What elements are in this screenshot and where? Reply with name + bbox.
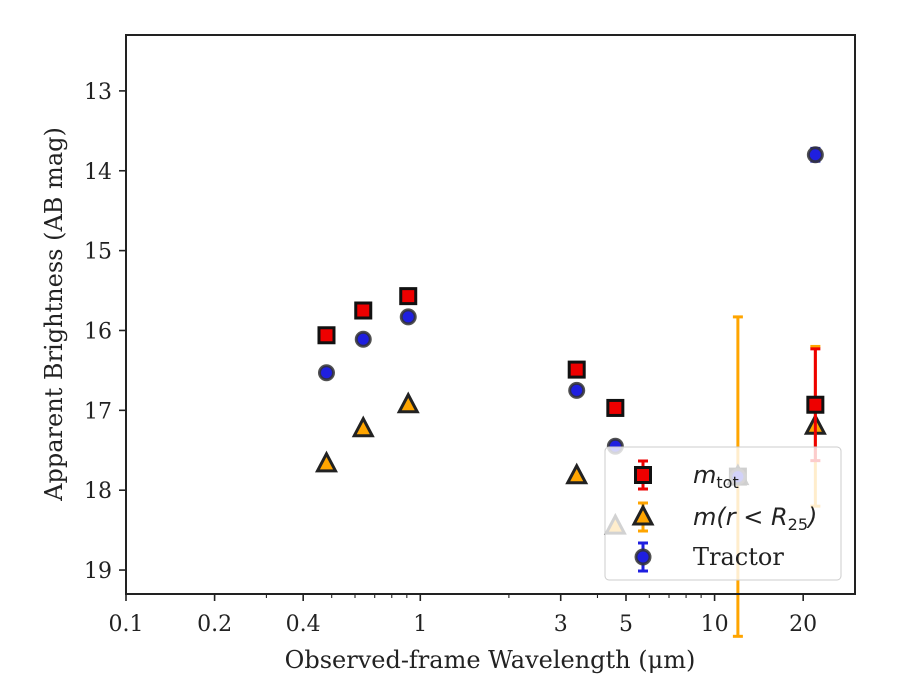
data-point-circle bbox=[317, 364, 335, 382]
legend-entries: mtot m(r < R25) Tractor bbox=[631, 459, 817, 573]
legend-marker-circle bbox=[634, 548, 652, 566]
x-tick-label: 1 bbox=[413, 612, 427, 637]
data-point-square bbox=[606, 398, 625, 417]
data-point-triangle bbox=[351, 415, 375, 438]
data-point-circle bbox=[568, 381, 586, 399]
x-tick-label: 0.1 bbox=[109, 612, 144, 637]
y-tick-label: 16 bbox=[84, 319, 112, 344]
y-tick-label: 13 bbox=[84, 80, 112, 105]
data-point-circle bbox=[399, 308, 417, 326]
y-tick-label: 17 bbox=[84, 399, 112, 424]
data-point-circle bbox=[806, 146, 824, 164]
legend-label: Tractor bbox=[693, 543, 784, 571]
data-point-square bbox=[567, 360, 586, 379]
y-tick-label: 18 bbox=[84, 479, 112, 504]
x-tick-label: 0.4 bbox=[286, 612, 321, 637]
x-tick-label: 20 bbox=[789, 612, 817, 637]
legend-entry: Tractor bbox=[634, 541, 784, 573]
data-point-square bbox=[399, 287, 418, 306]
x-axis-ticks: 0.1 0.2 0.4 1 3 5 10 20 bbox=[109, 594, 817, 637]
legend: mtot m(r < R25) Tractor bbox=[604, 446, 842, 581]
x-axis-label: Observed-frame Wavelength (μm) bbox=[285, 646, 696, 674]
plot-frame bbox=[125, 34, 856, 595]
x-tick-label: 0.2 bbox=[197, 612, 232, 637]
data-point-square bbox=[806, 395, 825, 414]
y-axis-ticks: 13 14 15 16 17 18 19 bbox=[84, 80, 126, 584]
x-tick-label: 10 bbox=[701, 612, 729, 637]
data-point-triangle bbox=[396, 391, 420, 414]
data-point-square bbox=[317, 326, 336, 345]
legend-marker-triangle bbox=[631, 503, 655, 526]
y-axis-label: Apparent Brightness (AB mag) bbox=[40, 127, 68, 502]
data-point-triangle bbox=[565, 462, 589, 485]
data-point-triangle bbox=[314, 450, 338, 473]
legend-marker-square bbox=[634, 466, 652, 484]
legend-entry: mtot bbox=[634, 459, 739, 492]
data-point-circle bbox=[354, 330, 372, 348]
legend-entry: m(r < R25) bbox=[631, 501, 817, 534]
legend-box bbox=[604, 446, 842, 581]
legend-label: m(r < R25) bbox=[693, 503, 817, 534]
y-tick-label: 14 bbox=[84, 160, 112, 185]
y-tick-label: 19 bbox=[84, 559, 112, 584]
data-point-square bbox=[354, 301, 373, 320]
y-tick-label: 15 bbox=[84, 240, 112, 265]
legend-label: mtot bbox=[693, 461, 739, 492]
x-tick-label: 5 bbox=[619, 612, 633, 637]
x-tick-label: 3 bbox=[554, 612, 568, 637]
